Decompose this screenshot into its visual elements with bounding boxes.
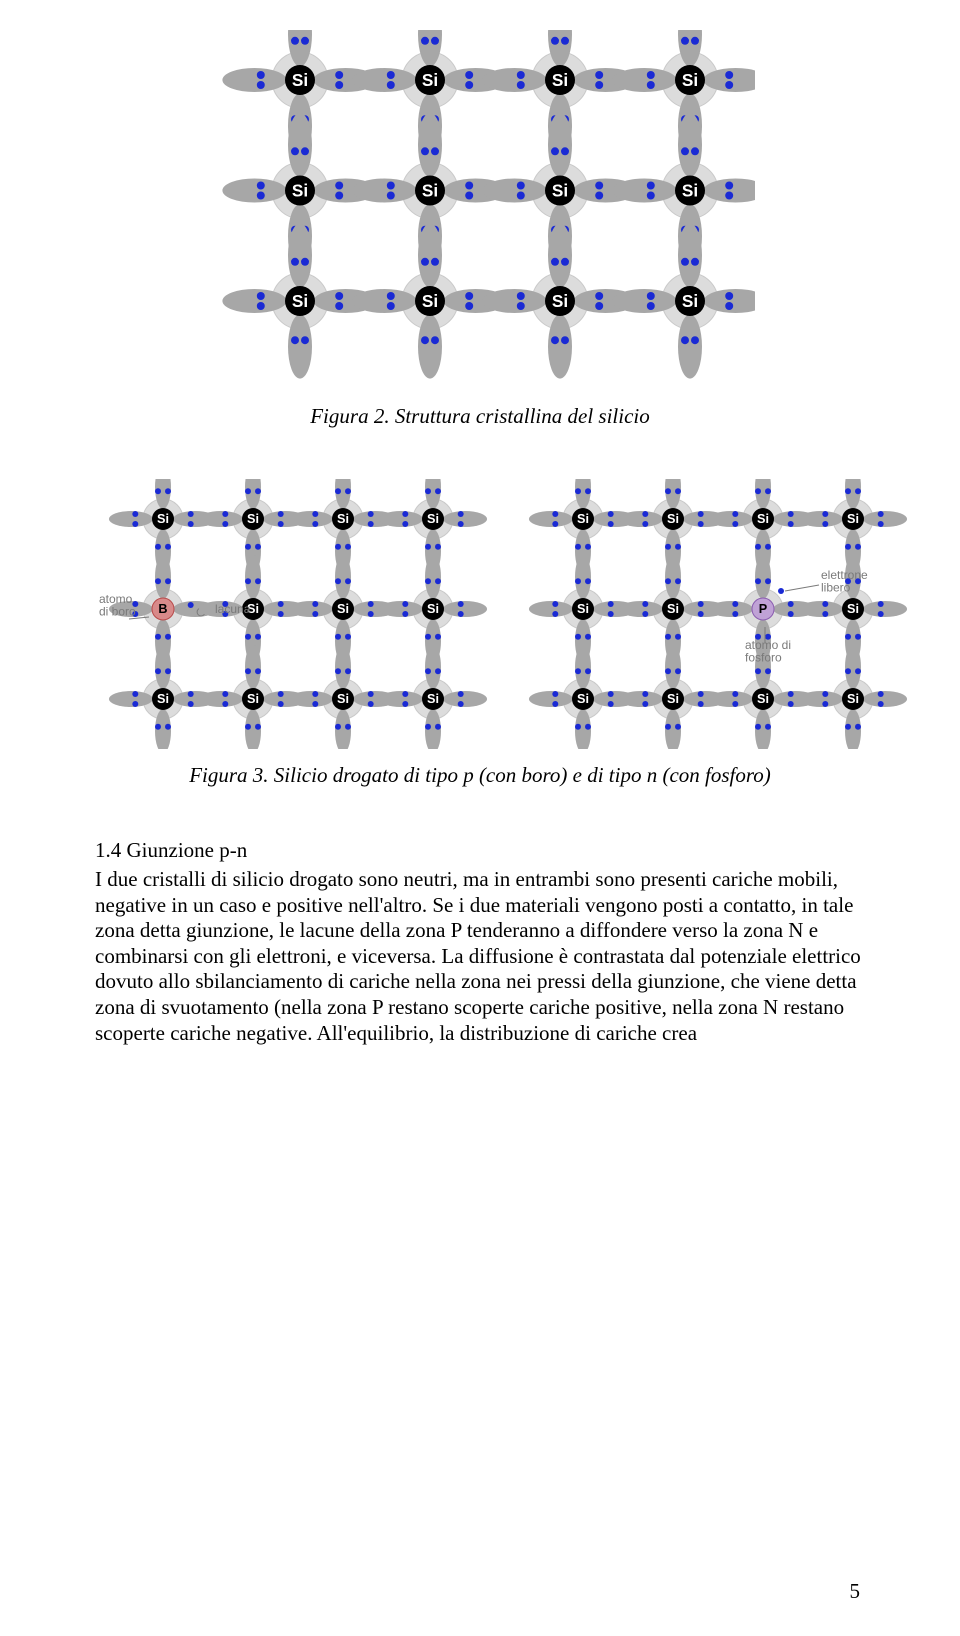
svg-text:Si: Si (292, 291, 308, 311)
svg-text:Si: Si (337, 692, 349, 706)
svg-text:Si: Si (577, 602, 589, 616)
svg-text:Si: Si (337, 602, 349, 616)
svg-text:Si: Si (427, 692, 439, 706)
svg-text:Si: Si (247, 512, 259, 526)
svg-text:Si: Si (157, 512, 169, 526)
svg-text:Si: Si (157, 692, 169, 706)
figure-3-diagram: Si Si Si Si B Si Si Si Si Si Si Si Si Si Si Si Si Si P Si Si… (95, 479, 915, 749)
svg-text:Si: Si (667, 512, 679, 526)
svg-text:Si: Si (552, 181, 568, 201)
svg-text:Si: Si (552, 70, 568, 90)
figure-2-caption: Figura 2. Struttura cristallina del sili… (95, 404, 865, 429)
svg-text:Si: Si (847, 692, 859, 706)
svg-text:Si: Si (552, 291, 568, 311)
svg-text:Si: Si (667, 602, 679, 616)
svg-text:Si: Si (422, 70, 438, 90)
svg-text:Si: Si (682, 291, 698, 311)
svg-text:Si: Si (337, 512, 349, 526)
svg-text:Si: Si (292, 70, 308, 90)
svg-text:P: P (759, 602, 767, 616)
svg-text:Si: Si (577, 692, 589, 706)
svg-text:lacuna: lacuna (215, 602, 251, 616)
svg-text:Si: Si (577, 512, 589, 526)
svg-text:Si: Si (427, 602, 439, 616)
page-number: 5 (850, 1579, 861, 1604)
svg-text:Si: Si (847, 602, 859, 616)
svg-text:Si: Si (422, 181, 438, 201)
svg-text:Si: Si (682, 181, 698, 201)
svg-text:Si: Si (757, 692, 769, 706)
svg-text:Si: Si (757, 512, 769, 526)
svg-text:Si: Si (682, 70, 698, 90)
section-title: 1.4 Giunzione p-n (95, 838, 865, 863)
figure-2-diagram: Si Si Si Si Si Si Si Si Si Si Si Si (205, 30, 755, 390)
svg-text:Si: Si (847, 512, 859, 526)
svg-text:Si: Si (422, 291, 438, 311)
figure-3-caption: Figura 3. Silicio drogato di tipo p (con… (95, 763, 865, 788)
svg-text:Si: Si (292, 181, 308, 201)
svg-text:Si: Si (667, 692, 679, 706)
svg-text:B: B (158, 602, 167, 616)
svg-text:atomo difosforo: atomo difosforo (745, 638, 791, 665)
svg-text:Si: Si (247, 692, 259, 706)
page: Si Si Si Si Si Si Si Si Si Si Si Si Figura 2. Strut… (0, 0, 960, 1636)
svg-text:Si: Si (427, 512, 439, 526)
section-body: I due cristalli di silicio drogato sono … (95, 867, 865, 1046)
svg-text:atomodi boro: atomodi boro (99, 592, 136, 619)
